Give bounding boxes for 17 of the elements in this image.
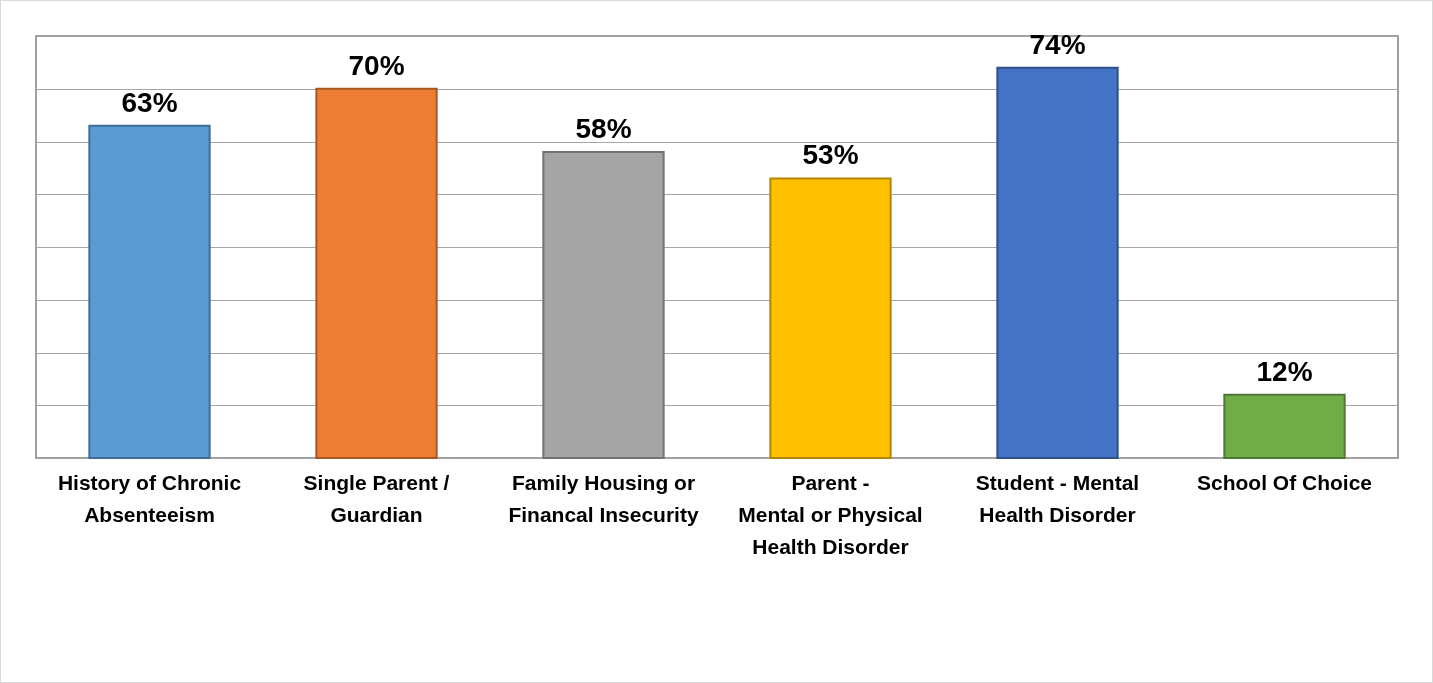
x-tick-label: School Of Choice xyxy=(1196,470,1373,494)
data-label: 70% xyxy=(348,49,405,81)
bar xyxy=(88,124,211,459)
bar xyxy=(1223,393,1346,459)
bar xyxy=(769,177,892,459)
data-label: 74% xyxy=(1029,28,1086,60)
data-label: 12% xyxy=(1256,355,1313,387)
x-tick-label: Family Housing or Financal Insecurity xyxy=(508,470,699,526)
x-tick-label: History of Chronic Absenteeism xyxy=(57,470,242,526)
bar xyxy=(996,66,1119,459)
data-label: 58% xyxy=(575,113,632,145)
data-label: 53% xyxy=(802,139,859,171)
data-label: 63% xyxy=(121,86,178,118)
x-tick-label: Parent - Mental or Physical Health Disorder xyxy=(738,470,923,558)
bar xyxy=(315,87,438,459)
x-tick-label: Student - Mental Health Disorder xyxy=(975,470,1140,526)
x-tick-label: Single Parent / Guardian xyxy=(303,470,450,526)
